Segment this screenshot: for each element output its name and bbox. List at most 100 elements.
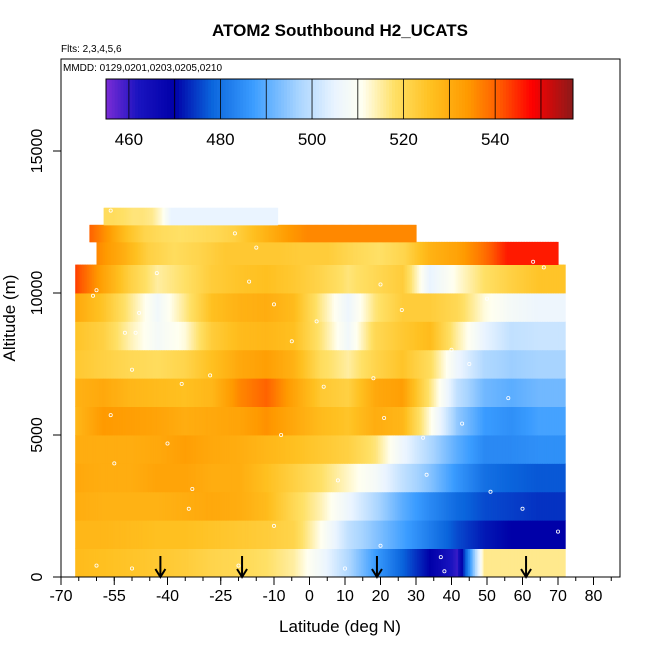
heatmap-cell [497,321,500,351]
heatmap-cell [456,463,459,493]
heatmap-cell [148,378,151,407]
heatmap-cell [101,224,104,243]
heatmap-cell [194,548,197,578]
heatmap-cell [412,293,415,322]
heatmap-cell [429,406,432,436]
heatmap-cell [524,435,527,464]
heatmap-cell [126,435,129,464]
heatmap-cell [189,349,192,379]
heatmap-cell [468,264,471,294]
heatmap-cell [209,264,212,294]
heatmap-cell [355,548,359,578]
colorbar-segment [371,79,376,119]
heatmap-cell [527,520,530,549]
heatmap-cell [275,520,279,549]
heatmap-cell [247,406,250,436]
heatmap-cell [180,207,183,226]
heatmap-cell [108,224,111,243]
heatmap-cell [511,241,514,265]
heatmap-cell [306,241,309,265]
heatmap-cell [505,293,508,322]
colorbar-segment [295,79,300,119]
heatmap-cell [197,548,200,578]
heatmap-cell [325,406,328,436]
heatmap-cell [170,463,173,493]
heatmap-cell [294,224,297,243]
heatmap-cell [114,349,117,379]
heatmap-cell [161,349,165,379]
heatmap-cell [257,349,260,379]
heatmap-cell [519,435,522,464]
heatmap-cell [296,349,299,379]
colorbar-segment [149,79,154,119]
heatmap-cell [335,548,338,578]
heatmap-cell [332,321,335,351]
heatmap-cell [430,520,434,549]
heatmap-cell [486,406,490,436]
heatmap-cell [178,349,182,379]
heatmap-cell [110,491,114,521]
heatmap-cell [129,491,132,521]
heatmap-cell [85,548,88,578]
heatmap-cell [267,264,270,294]
heatmap-cell [505,463,508,493]
colorbar-segment [108,79,113,119]
heatmap-cell [418,491,422,521]
heatmap-cell [277,321,280,351]
heatmap-cell [508,491,512,521]
heatmap-cell [435,349,439,379]
heatmap-cell [270,321,274,351]
heatmap-cell [539,264,542,294]
heatmap-cell [534,264,537,294]
heatmap-cell [126,224,129,243]
heatmap-cell [304,548,308,578]
heatmap-cell [102,378,105,407]
heatmap-cell [175,264,178,294]
heatmap-cell [318,463,321,493]
heatmap-cell [126,406,129,436]
heatmap-cell [248,264,252,294]
heatmap-cell [355,463,359,493]
heatmap-cell [411,224,414,243]
heatmap-cell [420,349,423,379]
heatmap-cell [536,406,539,436]
heatmap-cell [121,463,124,493]
heatmap-cell [457,241,460,265]
heatmap-cell [102,548,105,578]
heatmap-cell [160,264,163,294]
heatmap-cell [371,491,374,521]
heatmap-cell [146,435,149,464]
heatmap-cell [512,349,515,379]
heatmap-cell [338,435,342,464]
heatmap-cell [423,406,427,436]
heatmap-cell [291,378,294,407]
heatmap-cell [129,207,131,226]
heatmap-cell [321,264,325,294]
heatmap-cell [204,548,207,578]
heatmap-cell [245,463,248,493]
colorbar-segment [243,79,247,119]
heatmap-cell [140,207,142,226]
heatmap-cell [82,349,85,379]
heatmap-cell [155,435,158,464]
heatmap-cell [306,435,309,464]
heatmap-cell [276,224,279,243]
heatmap-cell [139,241,142,265]
heatmap-cell [452,548,456,578]
heatmap-cell [374,349,377,379]
heatmap-cell [177,548,180,578]
heatmap-cell [189,264,192,294]
heatmap-cell [95,264,98,294]
heatmap-cell [181,241,184,265]
heatmap-cell [92,548,95,578]
heatmap-cell [243,207,245,226]
heatmap-cell [389,520,393,549]
heatmap-cell [163,349,166,379]
heatmap-cell [554,520,558,549]
heatmap-cell [490,378,493,407]
heatmap-cell [400,406,403,436]
heatmap-cell [439,378,442,407]
heatmap-cell [143,224,146,243]
heatmap-cell [457,378,461,407]
heatmap-cell [321,321,325,351]
